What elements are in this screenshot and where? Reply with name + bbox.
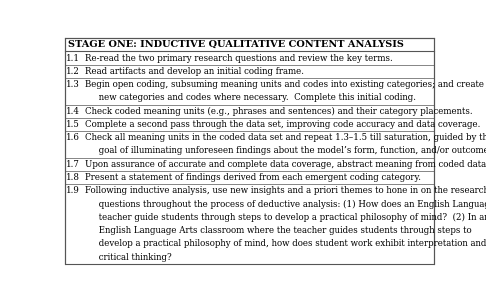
Text: new categories and codes where necessary.  Complete this initial coding.: new categories and codes where necessary…: [85, 93, 416, 102]
Text: Present a statement of findings derived from each emergent coding category.: Present a statement of findings derived …: [85, 173, 421, 182]
Text: questions throughout the process of deductive analysis: (1) How does an English : questions throughout the process of dedu…: [85, 199, 486, 209]
Text: 1.9: 1.9: [66, 186, 80, 195]
Text: STAGE ONE: INDUCTIVE QUALITATIVE CONTENT ANALYSIS: STAGE ONE: INDUCTIVE QUALITATIVE CONTENT…: [68, 40, 403, 49]
Text: 1.3: 1.3: [66, 80, 80, 89]
Text: Upon assurance of accurate and complete data coverage, abstract meaning from cod: Upon assurance of accurate and complete …: [85, 160, 486, 169]
Text: Re-read the two primary research questions and review the key terms.: Re-read the two primary research questio…: [85, 54, 393, 62]
Text: Read artifacts and develop an initial coding frame.: Read artifacts and develop an initial co…: [85, 67, 304, 76]
Text: English Language Arts classroom where the teacher guides students through steps : English Language Arts classroom where th…: [85, 226, 472, 235]
Text: Following inductive analysis, use new insights and a priori themes to hone in on: Following inductive analysis, use new in…: [85, 186, 486, 195]
Text: 1.7: 1.7: [66, 160, 80, 169]
Text: teacher guide students through steps to develop a practical philosophy of mind? : teacher guide students through steps to …: [85, 213, 486, 222]
Text: 1.1: 1.1: [66, 54, 80, 62]
Text: 1.5: 1.5: [66, 120, 80, 129]
Text: Complete a second pass through the data set, improving code accuracy and data co: Complete a second pass through the data …: [85, 120, 481, 129]
Text: 1.6: 1.6: [66, 133, 80, 142]
Text: 1.2: 1.2: [66, 67, 80, 76]
Text: 1.8: 1.8: [66, 173, 80, 182]
Text: critical thinking?: critical thinking?: [85, 253, 172, 262]
Text: goal of illuminating unforeseen findings about the model’s form, function, and/o: goal of illuminating unforeseen findings…: [85, 147, 486, 155]
Text: Check coded meaning units (e.g., phrases and sentences) and their category place: Check coded meaning units (e.g., phrases…: [85, 107, 473, 116]
Text: 1.4: 1.4: [66, 107, 80, 116]
Text: Begin open coding, subsuming meaning units and codes into existing categories; a: Begin open coding, subsuming meaning uni…: [85, 80, 484, 89]
Text: develop a practical philosophy of mind, how does student work exhibit interpreta: develop a practical philosophy of mind, …: [85, 239, 486, 248]
Text: Check all meaning units in the coded data set and repeat 1.3–1.5 till saturation: Check all meaning units in the coded dat…: [85, 133, 486, 142]
